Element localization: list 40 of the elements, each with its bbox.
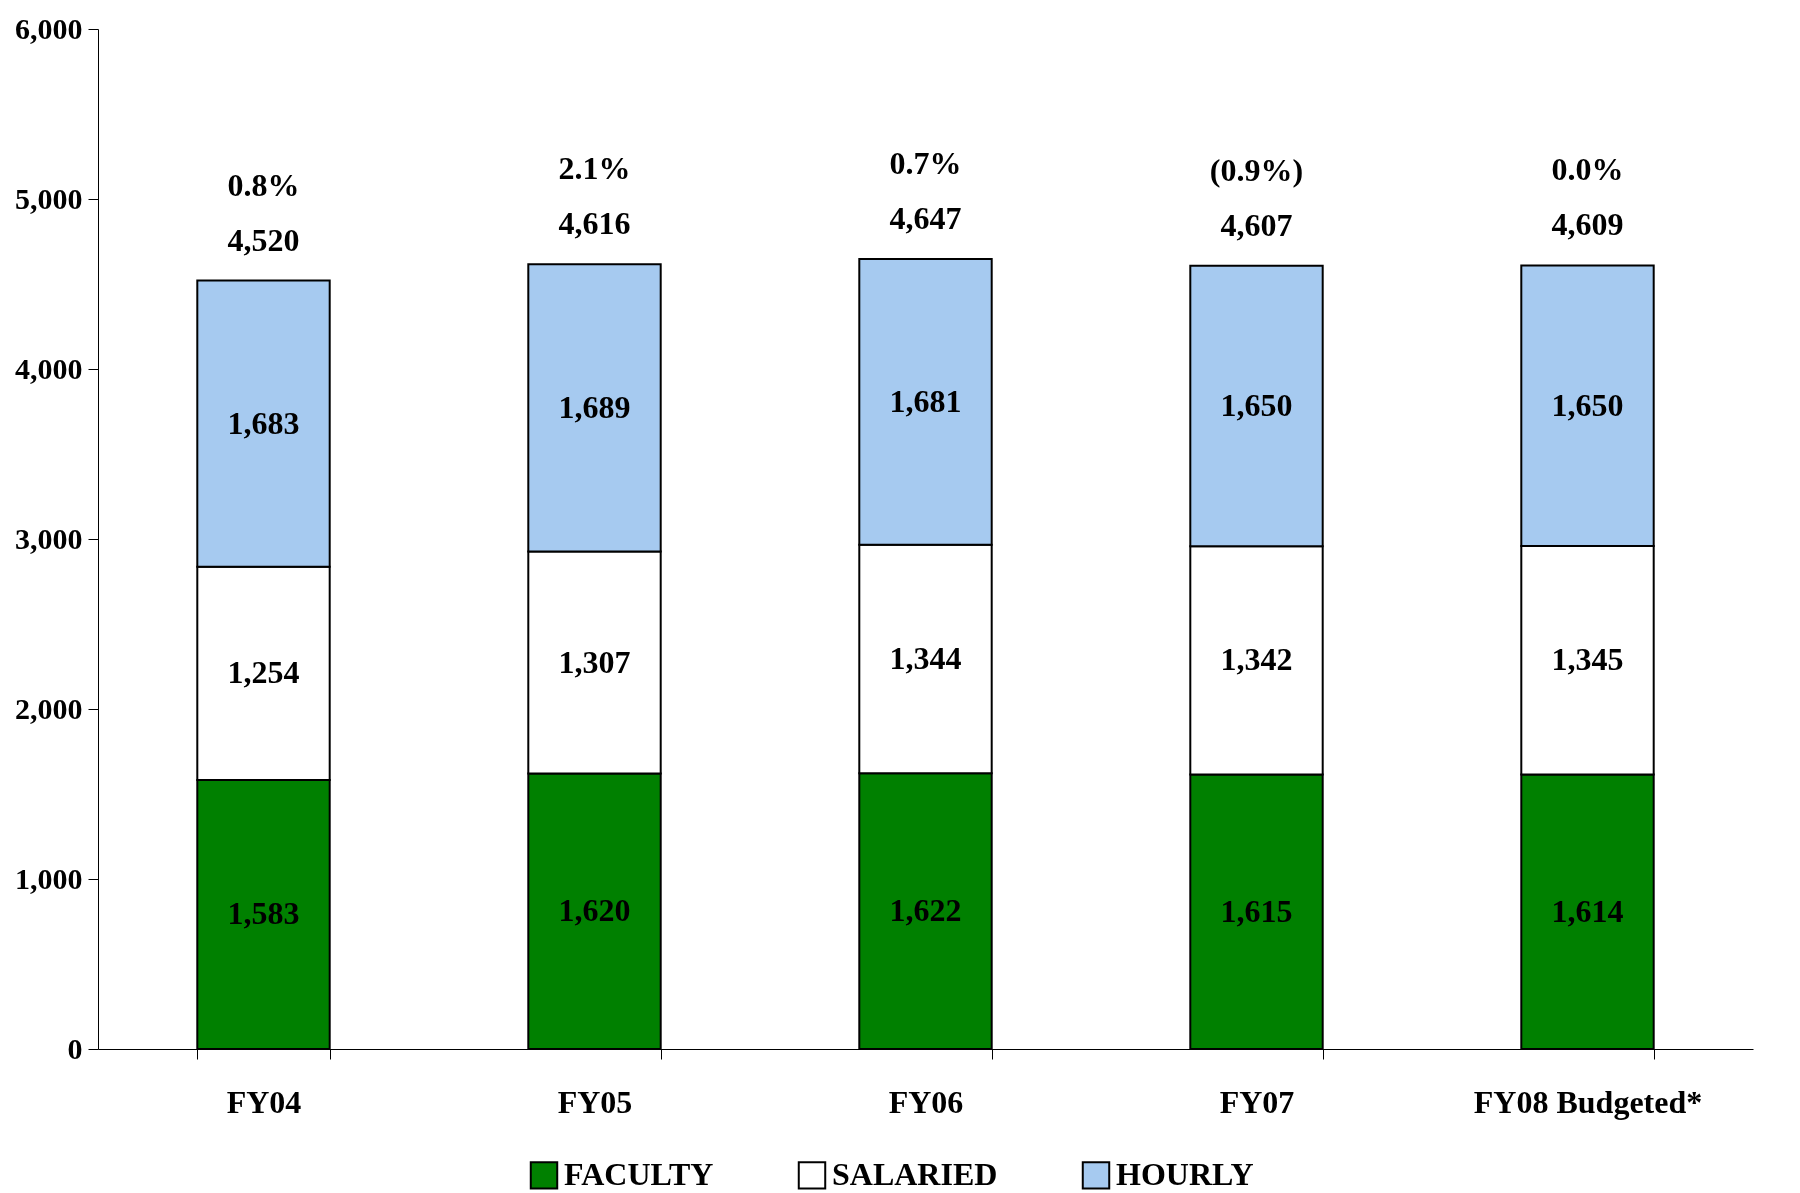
x-tick-label: FY07 bbox=[1219, 1083, 1295, 1120]
total-label: 4,607 bbox=[1220, 206, 1293, 243]
annotation: (0.9%) bbox=[1209, 151, 1304, 188]
data-label: 1,689 bbox=[558, 388, 631, 425]
data-label: 1,342 bbox=[1220, 641, 1293, 678]
total-label: 4,609 bbox=[1551, 206, 1624, 243]
total-label: 4,616 bbox=[558, 205, 631, 242]
data-label: 1,614 bbox=[1551, 892, 1624, 929]
data-label: 1,683 bbox=[227, 404, 300, 441]
annotation: 2.1% bbox=[558, 150, 631, 187]
total-label: 4,647 bbox=[889, 200, 962, 237]
data-label: 1,615 bbox=[1220, 892, 1293, 929]
data-label: 1,345 bbox=[1551, 641, 1624, 678]
data-label: 1,307 bbox=[558, 643, 631, 680]
y-tick-label: 0 bbox=[67, 1031, 83, 1065]
data-label: 1,254 bbox=[227, 654, 300, 691]
x-tick-label: FY04 bbox=[226, 1083, 302, 1120]
y-tick-label: 6,000 bbox=[15, 11, 83, 45]
x-tick-label: FY06 bbox=[888, 1083, 964, 1120]
data-label: 1,583 bbox=[227, 895, 300, 932]
annotation: 0.8% bbox=[227, 166, 300, 203]
data-label: 1,681 bbox=[889, 382, 962, 419]
legend-label: SALARIED bbox=[832, 1156, 998, 1193]
data-label: 1,344 bbox=[889, 640, 962, 677]
y-tick-label: 5,000 bbox=[15, 181, 83, 215]
annotation: 0.7% bbox=[889, 145, 962, 182]
y-tick-label: 2,000 bbox=[15, 691, 83, 725]
x-tick-label: FY05 bbox=[557, 1083, 633, 1120]
y-tick-label: 3,000 bbox=[15, 521, 83, 555]
total-label: 4,520 bbox=[227, 221, 300, 258]
legend-label: HOURLY bbox=[1116, 1156, 1254, 1193]
legend-label: FACULTY bbox=[564, 1156, 714, 1193]
x-tick-label: FY08 Budgeted* bbox=[1473, 1083, 1703, 1120]
data-label: 1,622 bbox=[889, 892, 962, 929]
data-label: 1,650 bbox=[1220, 387, 1293, 424]
y-tick-label: 1,000 bbox=[15, 861, 83, 895]
y-tick-label: 4,000 bbox=[15, 351, 83, 385]
annotation: 0.0% bbox=[1551, 151, 1624, 188]
data-label: 1,620 bbox=[558, 892, 631, 929]
data-label: 1,650 bbox=[1551, 386, 1624, 423]
